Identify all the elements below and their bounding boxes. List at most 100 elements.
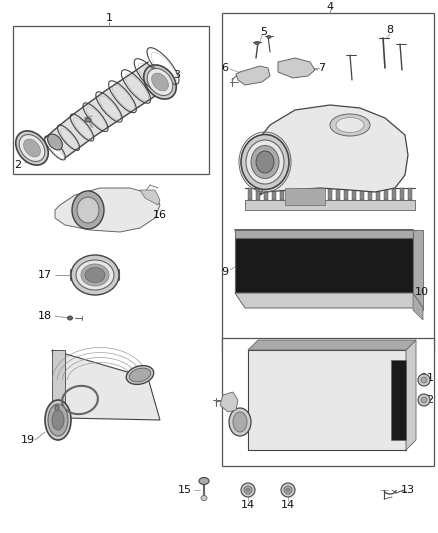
Ellipse shape (201, 496, 207, 500)
Polygon shape (280, 188, 284, 200)
Polygon shape (352, 188, 356, 200)
Ellipse shape (129, 368, 151, 382)
Ellipse shape (48, 134, 62, 150)
Text: 5: 5 (261, 27, 268, 37)
Ellipse shape (19, 134, 45, 161)
Bar (222, 13, 434, 353)
Ellipse shape (256, 151, 274, 173)
Ellipse shape (147, 69, 173, 95)
Text: 11: 11 (421, 373, 435, 383)
Text: 2: 2 (14, 160, 21, 170)
Text: 1: 1 (106, 13, 113, 23)
Text: 16: 16 (153, 210, 167, 220)
Polygon shape (344, 188, 348, 200)
Ellipse shape (421, 377, 427, 383)
Ellipse shape (85, 118, 91, 122)
Ellipse shape (267, 36, 271, 38)
Ellipse shape (144, 65, 176, 99)
Polygon shape (278, 58, 315, 78)
Bar (13, 26, 209, 174)
Polygon shape (413, 293, 423, 320)
Text: 15: 15 (178, 485, 192, 495)
Text: 6: 6 (221, 63, 228, 73)
Polygon shape (248, 188, 252, 200)
Polygon shape (52, 350, 160, 420)
Ellipse shape (229, 408, 251, 436)
Polygon shape (245, 200, 415, 210)
Ellipse shape (81, 264, 109, 286)
Ellipse shape (55, 406, 59, 410)
Polygon shape (248, 350, 406, 450)
Polygon shape (45, 62, 165, 158)
Ellipse shape (85, 268, 105, 282)
Polygon shape (235, 293, 423, 308)
Ellipse shape (233, 412, 247, 432)
Ellipse shape (336, 117, 364, 133)
Ellipse shape (126, 366, 154, 384)
Ellipse shape (24, 139, 40, 157)
Polygon shape (312, 188, 316, 200)
Polygon shape (368, 188, 372, 200)
Polygon shape (52, 350, 65, 418)
Polygon shape (391, 360, 406, 440)
Ellipse shape (67, 316, 73, 320)
Ellipse shape (246, 488, 250, 492)
Polygon shape (140, 190, 160, 205)
Ellipse shape (421, 397, 427, 403)
Ellipse shape (72, 191, 104, 229)
Ellipse shape (418, 394, 430, 406)
Text: 12: 12 (421, 395, 435, 405)
Polygon shape (413, 230, 423, 310)
Ellipse shape (76, 260, 114, 290)
Polygon shape (304, 188, 308, 200)
Text: 4: 4 (326, 2, 334, 12)
Ellipse shape (244, 486, 252, 494)
Text: 17: 17 (38, 270, 52, 280)
Polygon shape (336, 188, 340, 200)
Polygon shape (272, 188, 276, 200)
Ellipse shape (254, 42, 259, 44)
Bar (235, 238, 413, 293)
Polygon shape (236, 66, 270, 85)
Polygon shape (328, 188, 332, 200)
Ellipse shape (330, 114, 370, 136)
Polygon shape (256, 188, 260, 200)
Ellipse shape (152, 73, 168, 91)
Polygon shape (220, 392, 238, 412)
Polygon shape (264, 188, 268, 200)
Polygon shape (406, 340, 416, 450)
Text: 19: 19 (21, 435, 35, 445)
Text: 7: 7 (318, 63, 325, 73)
Polygon shape (248, 340, 416, 350)
Text: 14: 14 (281, 500, 295, 510)
Ellipse shape (281, 483, 295, 497)
Text: 13: 13 (401, 485, 415, 495)
Polygon shape (288, 188, 292, 200)
Polygon shape (235, 230, 413, 238)
Ellipse shape (52, 410, 64, 430)
Ellipse shape (77, 197, 99, 223)
Text: 3: 3 (173, 70, 180, 80)
Polygon shape (285, 188, 325, 205)
Ellipse shape (418, 374, 430, 386)
Ellipse shape (241, 134, 289, 190)
Text: 10: 10 (415, 287, 429, 297)
Ellipse shape (241, 483, 255, 497)
Polygon shape (360, 188, 364, 200)
Polygon shape (296, 188, 300, 200)
Polygon shape (392, 188, 396, 200)
Ellipse shape (284, 486, 292, 494)
Ellipse shape (16, 131, 48, 165)
Polygon shape (400, 188, 404, 200)
Ellipse shape (199, 478, 209, 484)
Polygon shape (408, 188, 412, 200)
Ellipse shape (71, 255, 119, 295)
Polygon shape (384, 188, 388, 200)
Ellipse shape (286, 488, 290, 492)
Polygon shape (376, 188, 380, 200)
Bar (222, 338, 434, 466)
Ellipse shape (251, 146, 279, 179)
Text: 9: 9 (221, 267, 228, 277)
Text: 18: 18 (38, 311, 52, 321)
Text: 8: 8 (386, 25, 394, 35)
